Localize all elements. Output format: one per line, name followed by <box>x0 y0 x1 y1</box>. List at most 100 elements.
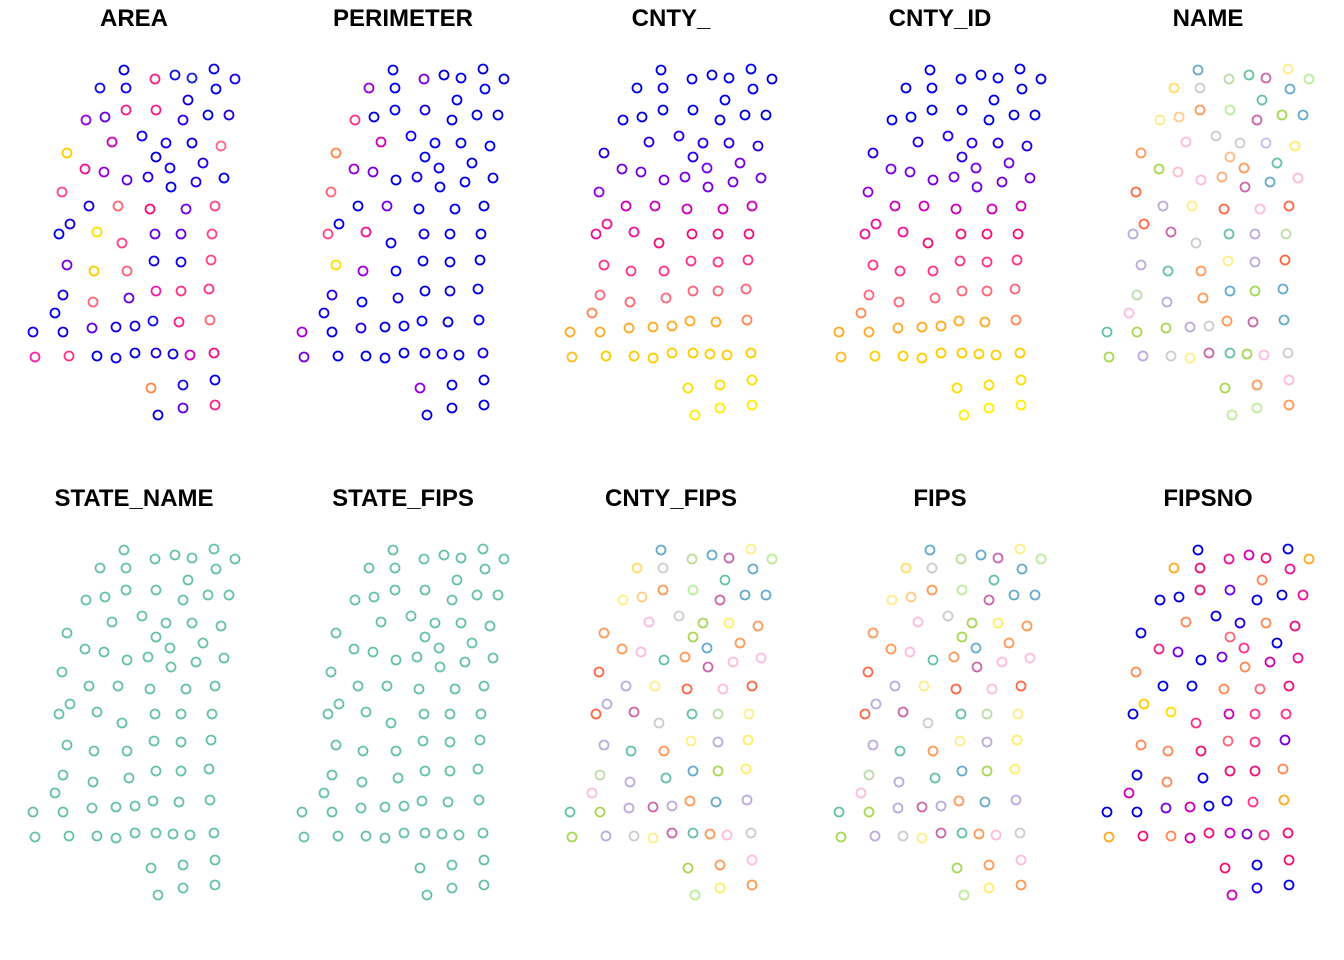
data-point <box>922 717 934 729</box>
data-point <box>1192 64 1204 76</box>
data-point <box>218 172 230 184</box>
data-point <box>61 259 73 271</box>
data-point <box>333 698 345 710</box>
data-point <box>752 140 764 152</box>
data-point <box>1283 879 1295 891</box>
data-point <box>1035 553 1047 565</box>
data-point <box>616 643 628 655</box>
data-point <box>927 174 939 186</box>
data-point <box>1264 176 1276 188</box>
data-point <box>79 163 91 175</box>
data-point <box>118 544 130 556</box>
data-point <box>478 879 490 891</box>
data-point <box>766 73 778 85</box>
data-point <box>1224 765 1236 777</box>
data-point <box>475 228 487 240</box>
data-point <box>63 830 75 842</box>
data-point <box>649 680 661 692</box>
data-point <box>197 157 209 169</box>
data-point <box>1282 543 1294 555</box>
data-point <box>981 285 993 297</box>
data-point <box>594 769 606 781</box>
data-point <box>203 763 215 775</box>
data-point <box>686 708 698 720</box>
data-point <box>348 643 360 655</box>
data-point <box>719 94 731 106</box>
data-point <box>1161 776 1173 788</box>
data-point <box>727 176 739 188</box>
data-point <box>935 347 947 359</box>
data-point <box>1165 226 1177 238</box>
data-point <box>209 200 221 212</box>
data-point <box>955 228 967 240</box>
data-point <box>160 137 172 149</box>
data-point <box>175 256 187 268</box>
data-point <box>1008 109 1020 121</box>
data-point <box>110 801 122 813</box>
data-point <box>209 374 221 386</box>
data-point <box>1283 374 1295 386</box>
data-point <box>601 218 613 230</box>
data-point <box>110 832 122 844</box>
data-point <box>712 708 724 720</box>
data-point <box>835 351 847 363</box>
data-point <box>438 549 450 561</box>
data-point <box>1135 147 1147 159</box>
data-point <box>1015 399 1027 411</box>
data-point <box>1197 292 1209 304</box>
data-point <box>296 806 308 818</box>
data-point <box>1131 326 1143 338</box>
data-point <box>1011 254 1023 266</box>
data-point <box>956 151 968 163</box>
data-point <box>1271 157 1283 169</box>
data-point <box>992 617 1004 629</box>
data-point <box>149 553 161 565</box>
data-point <box>419 285 431 297</box>
data-point <box>889 200 901 212</box>
data-point <box>149 228 161 240</box>
data-point <box>679 171 691 183</box>
data-point <box>1203 827 1215 839</box>
panel-state-fips: STATE_FIPS <box>296 485 510 901</box>
data-point <box>478 680 490 692</box>
data-point <box>905 591 917 603</box>
data-point <box>455 617 467 629</box>
data-point <box>1135 627 1147 639</box>
data-point <box>929 292 941 304</box>
data-point <box>352 680 364 692</box>
data-point <box>1103 831 1115 843</box>
data-point <box>647 832 659 844</box>
data-point <box>349 594 361 606</box>
data-point <box>368 591 380 603</box>
data-point <box>322 708 334 720</box>
data-point <box>80 594 92 606</box>
data-point <box>981 256 993 268</box>
panel-area: AREA <box>27 5 241 421</box>
data-point <box>330 259 342 271</box>
data-point <box>1123 307 1135 319</box>
data-point <box>149 708 161 720</box>
data-point <box>1135 259 1147 271</box>
data-point <box>148 255 160 267</box>
data-point <box>389 562 401 574</box>
data-point <box>1251 594 1263 606</box>
data-point <box>27 326 39 338</box>
data-point <box>867 259 879 271</box>
data-point <box>916 801 928 813</box>
data-point <box>1123 787 1135 799</box>
data-point <box>379 801 391 813</box>
data-point <box>1282 347 1294 359</box>
data-point <box>1210 610 1222 622</box>
data-point <box>190 176 202 188</box>
data-point <box>655 64 667 76</box>
data-point <box>988 94 1000 106</box>
data-point <box>983 402 995 414</box>
data-point <box>948 171 960 183</box>
data-point <box>590 708 602 720</box>
data-point <box>566 831 578 843</box>
data-point <box>123 772 135 784</box>
data-point <box>1161 296 1173 308</box>
data-point <box>742 734 754 746</box>
data-point <box>326 806 338 818</box>
data-point <box>954 255 966 267</box>
